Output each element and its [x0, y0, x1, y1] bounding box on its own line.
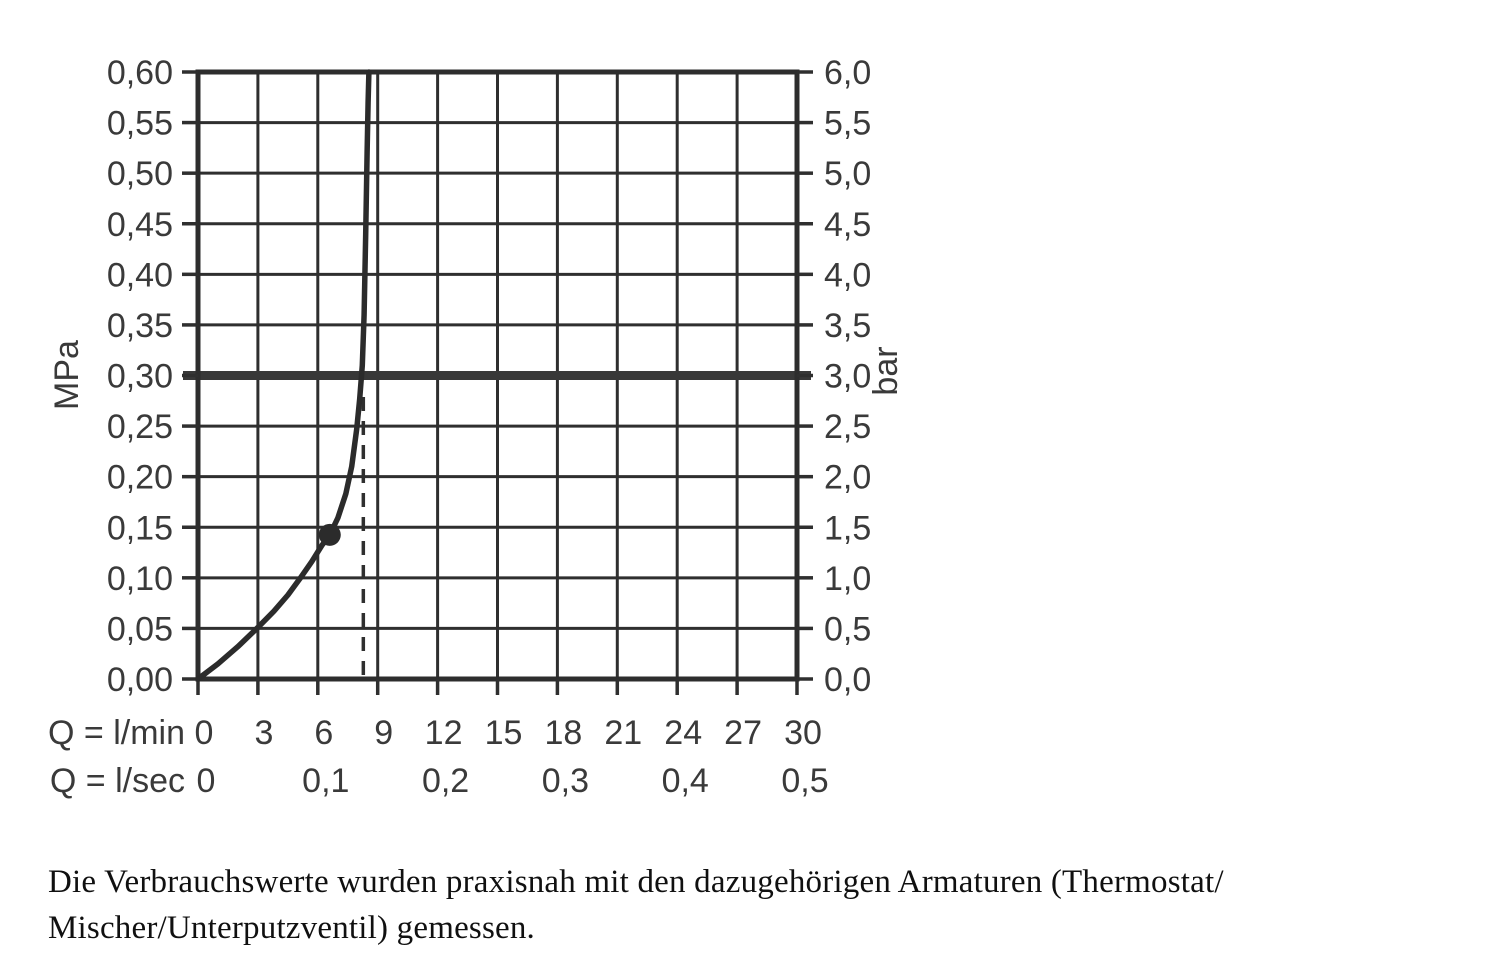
x-primary-tick-label: 21	[604, 714, 642, 752]
x-primary-tick-label: 27	[724, 714, 762, 752]
y-left-tick-label: 0,15	[107, 509, 173, 547]
y-left-axis-unit: MPa	[48, 340, 86, 410]
x-secondary-tick-label: 0	[197, 762, 216, 800]
y-left-tick-label: 0,35	[107, 307, 173, 345]
x-secondary-tick-label: 0,3	[542, 762, 589, 800]
x-primary-tick-label: 24	[664, 714, 702, 752]
x-primary-tick-label: 6	[314, 714, 333, 752]
y-right-tick-label: 0,0	[824, 661, 871, 699]
y-left-tick-label: 0,30	[107, 358, 173, 396]
y-right-tick-label: 5,5	[824, 105, 871, 143]
y-right-tick-label: 6,0	[824, 54, 871, 92]
y-left-tick-label: 0,05	[107, 610, 173, 648]
x-secondary-tick-label: 0,2	[422, 762, 469, 800]
y-right-tick-label: 4,5	[824, 206, 871, 244]
y-right-tick-label: 2,0	[824, 459, 871, 497]
y-left-tick-label: 0,10	[107, 560, 173, 598]
y-left-tick-label: 0,25	[107, 408, 173, 446]
y-left-tick-label: 0,00	[107, 661, 173, 699]
y-left-tick-label: 0,45	[107, 206, 173, 244]
caption-line-1: Die Verbrauchswerte wurden praxisnah mit…	[48, 864, 1224, 900]
x-primary-tick-label: 3	[254, 714, 273, 752]
y-right-tick-label: 2,5	[824, 408, 871, 446]
x-primary-tick-label: 12	[425, 714, 463, 752]
y-right-tick-label: 5,0	[824, 155, 871, 193]
y-right-tick-label: 1,0	[824, 560, 871, 598]
x-secondary-tick-label: 0,5	[781, 762, 828, 800]
x-primary-tick-label: 18	[544, 714, 582, 752]
x-secondary-tick-label: 0,1	[302, 762, 349, 800]
y-right-tick-label: 3,5	[824, 307, 871, 345]
y-right-tick-label: 3,0	[824, 358, 871, 396]
y-right-tick-label: 1,5	[824, 509, 871, 547]
x-primary-tick-label: 15	[485, 714, 523, 752]
flow-pressure-chart: 0,000,050,100,150,200,250,300,350,400,45…	[48, 54, 905, 800]
flow-pressure-figure: 0,00 0,05 0,10 0,15 0,20 0,25 0,30 0,35 0,40 0,45…	[48, 54, 905, 800]
x-secondary-tick-label: 0,4	[662, 762, 709, 800]
y-left-tick-label: 0,20	[107, 459, 173, 497]
y-left-tick-label: 0,60	[107, 54, 173, 92]
y-right-axis-unit: bar	[867, 346, 905, 395]
caption-text: Die Verbrauchswerte wurden praxisnah mit…	[48, 859, 1428, 951]
y-right-tick-label: 4,0	[824, 256, 871, 294]
x-primary-tick-label: 0	[195, 714, 214, 752]
caption-line-2: Mischer/Unterputzventil) gemessen.	[48, 910, 535, 946]
y-left-tick-label: 0,50	[107, 155, 173, 193]
y-left-tick-label: 0,40	[107, 256, 173, 294]
x-primary-axis-label: Q = l/min	[48, 714, 185, 752]
x-primary-tick-label: 30	[784, 714, 822, 752]
flow-pressure-curve	[195, 69, 372, 682]
y-right-tick-label: 0,5	[824, 610, 871, 648]
operating-point-marker	[318, 523, 341, 546]
y-left-tick-label: 0,55	[107, 105, 173, 143]
x-primary-tick-label: 9	[374, 714, 393, 752]
x-secondary-axis-label: Q = l/sec	[50, 762, 185, 800]
